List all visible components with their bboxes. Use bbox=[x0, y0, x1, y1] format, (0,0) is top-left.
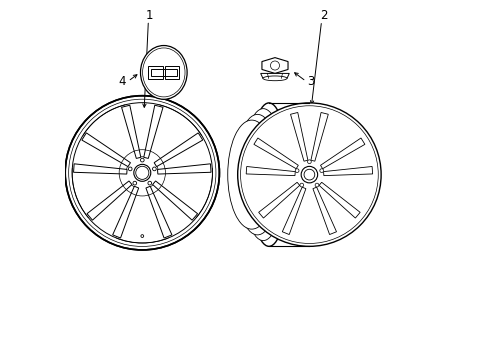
Polygon shape bbox=[154, 133, 203, 167]
Polygon shape bbox=[312, 187, 336, 234]
Polygon shape bbox=[157, 164, 211, 174]
Polygon shape bbox=[164, 66, 179, 79]
Polygon shape bbox=[145, 186, 172, 238]
Circle shape bbox=[319, 169, 323, 172]
Circle shape bbox=[152, 167, 156, 171]
Circle shape bbox=[295, 169, 298, 172]
Circle shape bbox=[65, 96, 219, 250]
Text: 3: 3 bbox=[306, 75, 314, 88]
Polygon shape bbox=[122, 105, 141, 158]
Polygon shape bbox=[260, 73, 289, 78]
Polygon shape bbox=[310, 112, 327, 161]
Circle shape bbox=[314, 183, 318, 187]
Circle shape bbox=[140, 158, 144, 162]
Polygon shape bbox=[320, 138, 364, 169]
Text: 2: 2 bbox=[319, 9, 326, 22]
Polygon shape bbox=[323, 166, 372, 176]
Ellipse shape bbox=[249, 103, 288, 246]
Polygon shape bbox=[290, 112, 307, 161]
Polygon shape bbox=[163, 69, 164, 76]
Circle shape bbox=[128, 167, 132, 171]
Polygon shape bbox=[87, 181, 132, 220]
Circle shape bbox=[141, 235, 143, 238]
Ellipse shape bbox=[234, 114, 280, 235]
Polygon shape bbox=[143, 105, 163, 158]
Ellipse shape bbox=[227, 120, 275, 229]
Circle shape bbox=[237, 103, 380, 246]
Polygon shape bbox=[152, 181, 197, 220]
Ellipse shape bbox=[263, 76, 286, 81]
Polygon shape bbox=[81, 133, 130, 167]
Polygon shape bbox=[253, 138, 298, 169]
Polygon shape bbox=[282, 187, 305, 234]
Circle shape bbox=[133, 181, 136, 185]
Polygon shape bbox=[319, 182, 360, 218]
Polygon shape bbox=[73, 164, 127, 174]
Circle shape bbox=[134, 165, 150, 181]
Polygon shape bbox=[148, 66, 163, 79]
Ellipse shape bbox=[140, 45, 187, 99]
Circle shape bbox=[270, 61, 279, 70]
Circle shape bbox=[299, 183, 303, 187]
Text: 1: 1 bbox=[145, 9, 153, 22]
Polygon shape bbox=[245, 166, 295, 176]
Polygon shape bbox=[262, 58, 287, 73]
Polygon shape bbox=[258, 182, 299, 218]
Polygon shape bbox=[112, 186, 139, 238]
Circle shape bbox=[148, 181, 151, 185]
Text: 4: 4 bbox=[118, 75, 125, 88]
Circle shape bbox=[301, 166, 317, 183]
Ellipse shape bbox=[242, 109, 284, 240]
Circle shape bbox=[307, 160, 311, 163]
